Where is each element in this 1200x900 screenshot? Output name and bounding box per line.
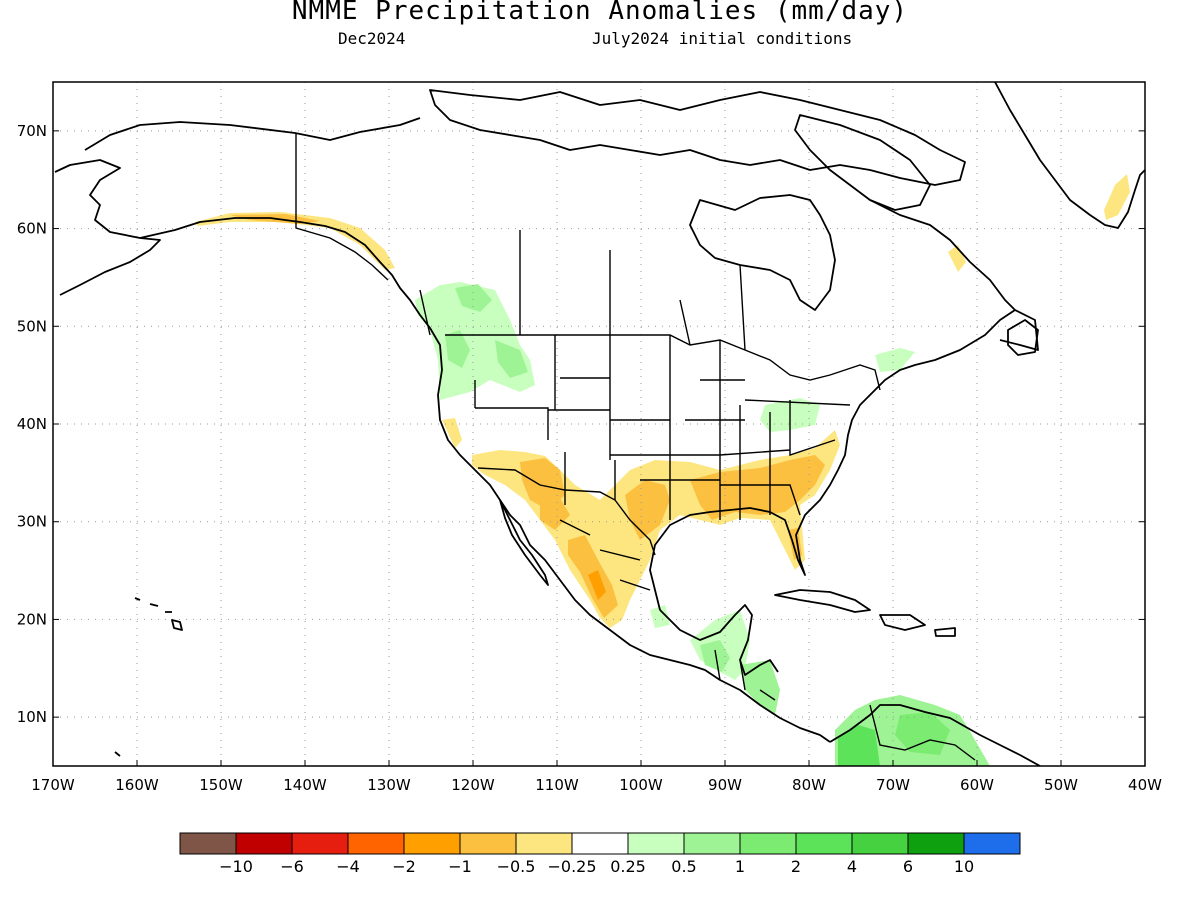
anomaly-shading [195,174,1130,766]
colorbar-label: 0.5 [671,857,696,876]
colorbar-label: 0.25 [610,857,646,876]
political-borders [295,134,976,761]
lat-tick-label: 40N [17,415,47,433]
map-title: NMME Precipitation Anomalies (mm/day) [291,0,909,26]
lat-tick-label: 10N [17,708,47,726]
baja-california-coastline [499,499,549,586]
newfoundland-outline [1007,319,1039,356]
lon-tick-label: 90W [708,776,742,794]
colorbar-label: −0.5 [497,857,536,876]
lon-tick-label: 60W [960,776,994,794]
colorbar-swatch [907,832,965,855]
colorbar-swatch [571,832,629,855]
graticule [53,82,1145,766]
colorbar-label: −0.25 [547,857,596,876]
anomaly-region-rockies-wet [495,340,528,378]
anomaly-region-texas-dry-core [625,480,670,540]
colorbar-swatch [963,832,1021,855]
lon-tick-label: 140W [283,776,327,794]
hawaii-islands-outline [114,597,183,757]
anomaly-region-south-america-wet-core [838,725,880,766]
colorbar-swatch [683,832,741,855]
colorbar-label: 2 [791,857,801,876]
canada-province-lines [419,230,746,351]
lon-tick-label: 160W [115,776,159,794]
hudson-bay-coastline [689,194,836,311]
colorbar-label: −4 [336,857,360,876]
lon-tick-label: 80W [792,776,826,794]
forecast-month-label: Dec2024 [338,29,406,48]
lon-tick-label: 100W [619,776,663,794]
colorbar-label: 6 [903,857,913,876]
anomaly-region-alaska-dry [195,212,395,270]
arctic-islands-outline [429,89,966,186]
baffin-island-outline [794,114,931,211]
lon-tick-label: 110W [535,776,579,794]
lon-tick-label: 130W [367,776,411,794]
lat-tick-label: 30N [17,513,47,531]
colorbar-swatch [739,832,797,855]
lon-tick-label: 50W [1044,776,1078,794]
colorbar-label: 1 [735,857,745,876]
colorbar-label: −10 [219,857,253,876]
lon-tick-label: 170W [31,776,75,794]
anomaly-region-mexico-pacific-wet [650,605,670,628]
us-mexico-border [477,467,656,556]
anomaly-region-new-england-wet [875,348,915,372]
anomaly-region-guatemala-wet [700,640,730,672]
lon-tick-label: 70W [876,776,910,794]
colorbar-swatch [515,832,573,855]
anomaly-region-pacific-northwest-wet-core [445,330,470,368]
anomaly-region-california-dry [442,418,462,448]
anomaly-region-arizona-dry-core [520,458,565,510]
colorbar-swatch [627,832,685,855]
lon-tick-label: 120W [451,776,495,794]
colorbar-label: −2 [392,857,416,876]
latitude-axis: 10N 20N 30N 40N 50N 60N 70N [17,122,1145,726]
us-state-lines [474,335,851,520]
north-america-coastline [54,117,1041,766]
colorbar-label: 4 [847,857,857,876]
central-america-borders [714,649,976,761]
anomaly-region-bc-wet [455,284,492,312]
colorbar-label: 10 [954,857,974,876]
labrador-coastline [869,199,1016,311]
greenland-coastline [994,82,1145,229]
anomaly-region-southern-us-dry [472,430,840,628]
colorbar-swatch [291,832,349,855]
anomaly-region-labrador-dry [948,245,966,272]
longitude-axis: 170W 160W 150W 140W 130W 120W 110W 100W 90W 80W 70… [31,760,1162,794]
anomaly-region-mexico-dry-strong [588,570,606,600]
lat-tick-label: 70N [17,122,47,140]
initial-conditions-label: July2024 initial conditions [592,29,853,48]
gulf-coastline [649,309,1039,676]
colorbar: −10 −6 −4 −2 −1 −0.5 −0.25 0.25 0.5 1 2 4 6 10 [179,832,1021,876]
colorbar-swatch [347,832,405,855]
colorbar-swatch [795,832,853,855]
anomaly-region-venezuela-wet [895,712,950,755]
colorbar-swatch [459,832,517,855]
coastlines [54,82,1145,766]
caribbean-islands-outline [774,589,956,637]
colorbar-swatch [403,832,461,855]
anomaly-region-southeast-dry-core [690,455,825,520]
anomaly-region-honduras-wet [740,660,780,715]
anomaly-region-greenland-dry [1104,174,1130,220]
colorbar-swatch [235,832,293,855]
lon-tick-label: 150W [199,776,243,794]
lat-tick-label: 20N [17,610,47,628]
colorbar-swatch [851,832,909,855]
lat-tick-label: 50N [17,317,47,335]
colorbar-swatch [179,832,237,855]
colorbar-label: −1 [448,857,472,876]
lon-tick-label: 40W [1128,776,1162,794]
lat-tick-label: 60N [17,220,47,238]
colorbar-label: −6 [280,857,304,876]
alaska-canada-border [295,134,389,281]
mexico-state-lines [559,519,651,591]
